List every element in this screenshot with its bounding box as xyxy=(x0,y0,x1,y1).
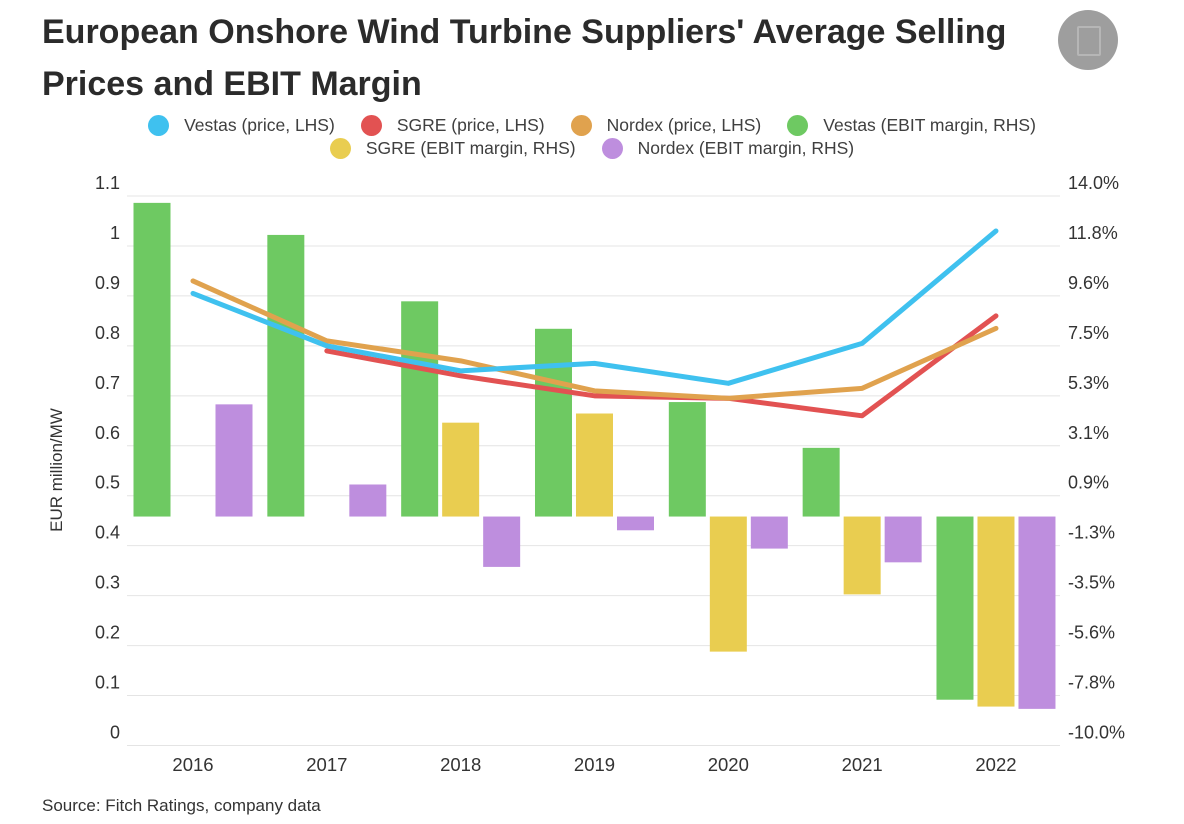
left-axis-tick-label: 1 xyxy=(110,223,120,243)
nordex-price-dot-icon xyxy=(570,115,592,136)
legend-label: SGRE (price, LHS) xyxy=(396,115,545,135)
chart-legend: Vestas (price, LHS) SGRE (price, LHS) No… xyxy=(0,115,1184,159)
sgre-price-dot-icon xyxy=(360,115,382,136)
left-axis-tick-label: 0.9 xyxy=(95,273,120,293)
sgre-ebit-dot-icon xyxy=(329,138,351,159)
left-axis-tick-label: 0.8 xyxy=(95,323,120,343)
bar-vestas-2022 xyxy=(936,516,974,700)
right-axis-tick-label: -5.6% xyxy=(1068,623,1115,643)
right-axis-tick-label: 9.6% xyxy=(1068,273,1109,293)
legend-item-nordex-price[interactable]: Nordex (price, LHS) xyxy=(570,115,762,136)
bar-vestas-2021 xyxy=(802,447,840,517)
legend-row-2: SGRE (EBIT margin, RHS) Nordex (EBIT mar… xyxy=(317,138,867,159)
bar-nordex-2022 xyxy=(1018,516,1056,709)
right-axis-tick-label: -10.0% xyxy=(1068,723,1125,743)
bar-vestas-2016 xyxy=(133,202,171,517)
legend-label: Vestas (price, LHS) xyxy=(184,115,335,135)
right-axis-tick-label: 14.0% xyxy=(1068,173,1119,193)
left-axis-tick-label: 0.4 xyxy=(95,523,120,543)
left-axis-tick-label: 0.7 xyxy=(95,373,120,393)
right-axis-tick-label: -7.8% xyxy=(1068,673,1115,693)
x-axis-year-label: 2017 xyxy=(306,754,347,775)
legend-item-vestas-ebit[interactable]: Vestas (EBIT margin, RHS) xyxy=(787,115,1036,136)
bar-nordex-2017 xyxy=(349,484,387,517)
bar-sgre-2019 xyxy=(575,413,613,517)
left-axis-tick-label: 0.1 xyxy=(95,673,120,693)
legend-label: Vestas (EBIT margin, RHS) xyxy=(823,115,1036,135)
legend-label: SGRE (EBIT margin, RHS) xyxy=(365,138,576,158)
legend-label: Nordex (EBIT margin, RHS) xyxy=(637,138,855,158)
chart-title: European Onshore Wind Turbine Suppliers'… xyxy=(42,6,1122,110)
bar-nordex-2021 xyxy=(884,516,922,563)
bar-sgre-2018 xyxy=(442,422,480,517)
right-axis-tick-label: 11.8% xyxy=(1068,223,1118,243)
x-axis-year-label: 2018 xyxy=(440,754,481,775)
left-axis-title: EUR million/MW xyxy=(47,408,66,532)
bar-vestas-2018 xyxy=(401,301,439,517)
price-line-vestas xyxy=(190,228,999,386)
legend-label: Nordex (price, LHS) xyxy=(606,115,762,135)
x-axis-year-label: 2016 xyxy=(172,754,213,775)
bar-nordex-2016 xyxy=(215,404,253,517)
bar-nordex-2020 xyxy=(750,516,788,549)
left-axis-tick-label: 0.6 xyxy=(95,423,120,443)
bar-nordex-2018 xyxy=(483,516,521,567)
right-axis-tick-label: 3.1% xyxy=(1068,423,1109,443)
legend-item-nordex-ebit[interactable]: Nordex (EBIT margin, RHS) xyxy=(601,138,855,159)
right-axis-tick-label: -3.5% xyxy=(1068,573,1115,593)
bar-sgre-2021 xyxy=(843,516,881,595)
source-note: Source: Fitch Ratings, company data xyxy=(42,796,321,815)
x-axis-year-label: 2019 xyxy=(574,754,615,775)
bar-sgre-2022 xyxy=(977,516,1015,707)
legend-item-sgre-price[interactable]: SGRE (price, LHS) xyxy=(360,115,545,136)
right-axis-tick-label: 7.5% xyxy=(1068,323,1109,343)
left-axis-tick-label: 1.1 xyxy=(95,173,120,193)
x-axis-year-label: 2020 xyxy=(708,754,749,775)
legend-item-sgre-ebit[interactable]: SGRE (EBIT margin, RHS) xyxy=(329,138,576,159)
vestas-ebit-dot-icon xyxy=(787,115,809,136)
price-line-nordex xyxy=(190,278,999,401)
chart-title-line1: European Onshore Wind Turbine Suppliers'… xyxy=(42,13,1007,51)
legend-row-1: Vestas (price, LHS) SGRE (price, LHS) No… xyxy=(135,115,1049,136)
right-axis-tick-label: 5.3% xyxy=(1068,373,1109,393)
bar-nordex-2019 xyxy=(616,516,654,531)
nordex-ebit-dot-icon xyxy=(601,138,623,159)
x-axis-year-label: 2022 xyxy=(975,754,1016,775)
right-axis-tick-label: -1.3% xyxy=(1068,523,1115,543)
left-axis-tick-label: 0.5 xyxy=(95,473,120,493)
chart-menu-button[interactable] xyxy=(1058,10,1118,70)
chart-menu-icon xyxy=(1077,26,1101,56)
legend-item-vestas-price[interactable]: Vestas (price, LHS) xyxy=(148,115,335,136)
chart-title-line2: Prices and EBIT Margin xyxy=(42,65,422,103)
bar-vestas-2017 xyxy=(267,234,305,517)
bar-vestas-2019 xyxy=(534,328,572,517)
bar-vestas-2020 xyxy=(668,402,706,517)
left-axis-tick-label: 0 xyxy=(110,723,120,743)
vestas-price-dot-icon xyxy=(148,115,170,136)
left-axis-tick-label: 0.2 xyxy=(95,623,120,643)
left-axis-tick-label: 0.3 xyxy=(95,573,120,593)
right-axis-tick-label: 0.9% xyxy=(1068,473,1109,493)
x-axis-year-label: 2021 xyxy=(842,754,883,775)
bar-sgre-2020 xyxy=(709,516,747,652)
